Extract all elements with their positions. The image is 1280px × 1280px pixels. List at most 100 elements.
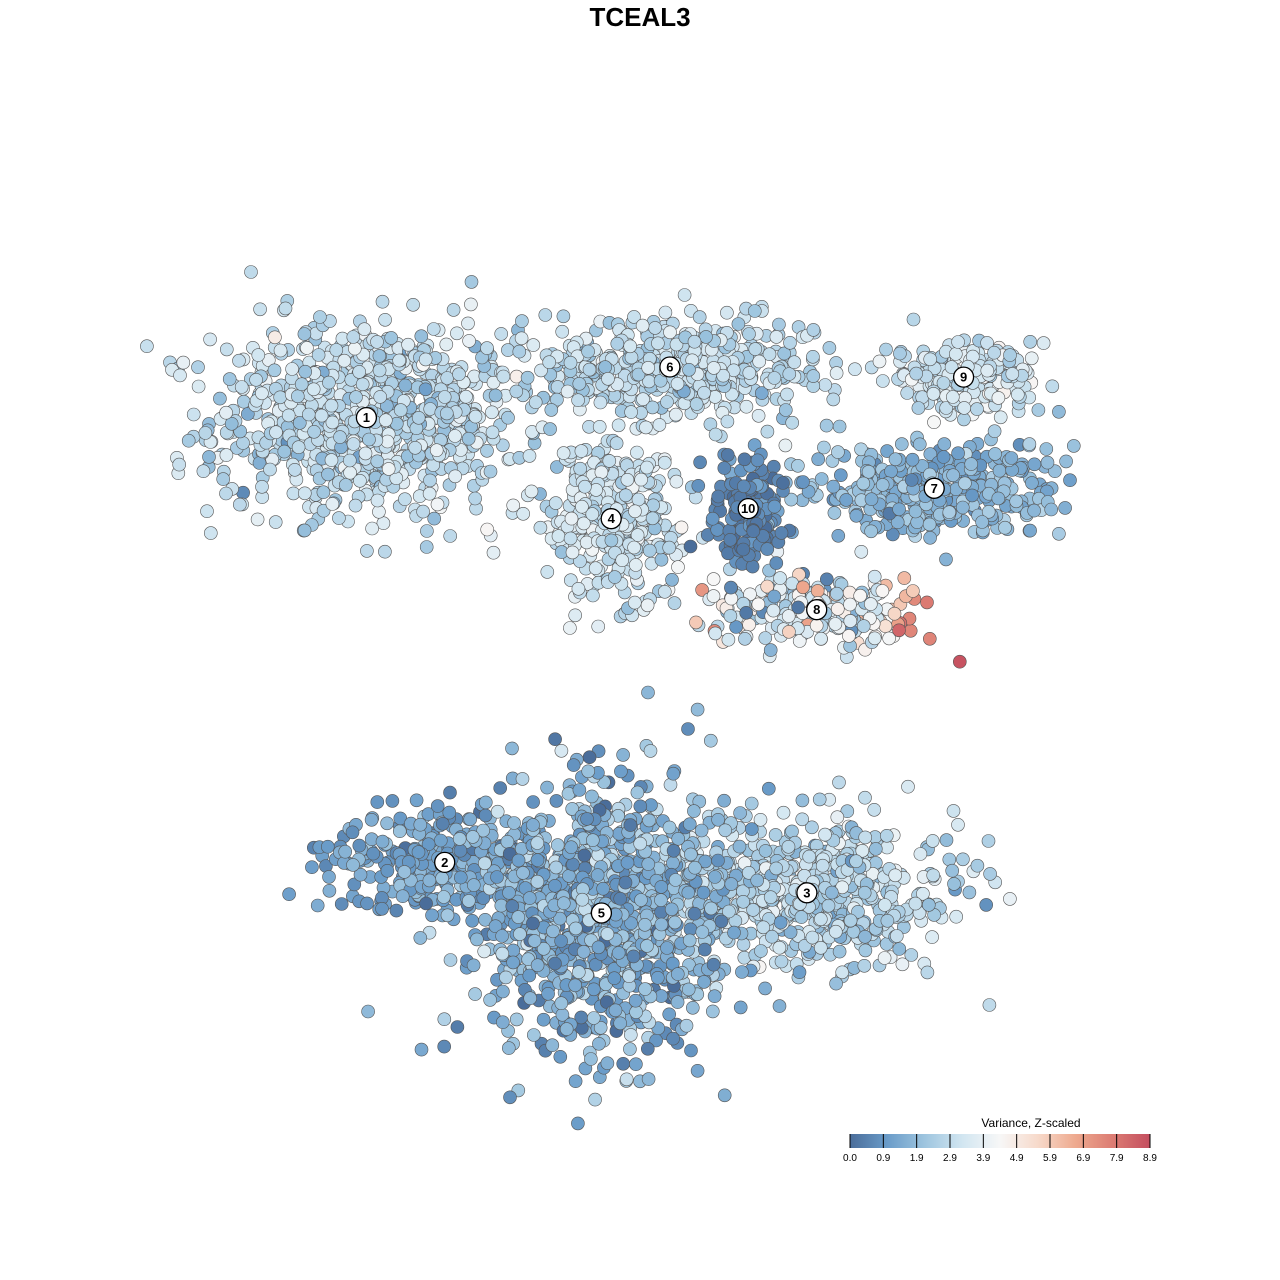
cell-point (639, 420, 653, 435)
cell-point (664, 902, 679, 917)
cell-point (687, 804, 701, 818)
cell-point (544, 403, 559, 417)
cell-point (620, 472, 635, 487)
cell-point (781, 839, 796, 854)
cell-point (744, 822, 759, 836)
cell-point (773, 915, 788, 930)
cell-point (234, 380, 249, 394)
cell-point (965, 488, 979, 503)
cell-point (623, 818, 638, 832)
cell-point (829, 586, 844, 601)
cell-point (563, 573, 578, 588)
cell-point (854, 544, 869, 559)
cell-point (370, 795, 385, 809)
cell-point (509, 384, 524, 399)
cell-point (697, 975, 711, 989)
cell-point (553, 1050, 568, 1064)
cell-point (640, 460, 654, 475)
cell-point (662, 820, 677, 835)
cell-point (586, 1011, 601, 1025)
cell-point (695, 925, 710, 939)
cell-point (541, 986, 555, 1001)
cell-point (572, 783, 587, 797)
cell-point (273, 343, 288, 358)
cell-point (564, 511, 579, 526)
cell-point (769, 330, 784, 344)
cell-point (477, 944, 492, 959)
cell-point (591, 940, 606, 955)
cell-point (830, 810, 845, 825)
cell-point (704, 901, 718, 916)
cell-point (761, 781, 776, 796)
cell-point (727, 925, 741, 940)
cell-point (926, 386, 941, 401)
legend-tick-label: 2.9 (943, 1153, 957, 1164)
cell-point (628, 558, 643, 572)
cell-point (813, 912, 828, 926)
cell-point (840, 804, 855, 819)
cell-point (921, 898, 936, 912)
cell-point (422, 486, 437, 501)
cell-point (631, 492, 646, 507)
cell-point (526, 916, 540, 931)
cell-point (281, 408, 296, 423)
cell-point (573, 554, 587, 569)
cell-point (618, 488, 633, 503)
cell-point (668, 915, 682, 930)
cell-point (418, 352, 433, 367)
cell-point (831, 445, 845, 459)
cell-point (322, 870, 336, 884)
cell-point (563, 621, 577, 635)
cell-point (468, 491, 482, 506)
cluster-label-text: 4 (608, 511, 616, 526)
cell-point (857, 958, 872, 973)
cell-point (433, 833, 448, 848)
cell-point (654, 552, 669, 567)
cell-point (736, 542, 751, 557)
cell-point (429, 443, 444, 458)
cell-point (542, 355, 557, 370)
cell-point (776, 805, 791, 820)
cell-point (592, 419, 607, 434)
cell-point (714, 914, 729, 929)
cell-point (202, 450, 216, 464)
cell-point (708, 870, 722, 884)
cell-point (287, 462, 302, 477)
cell-point (224, 416, 239, 431)
cell-point (321, 467, 335, 482)
cell-point (624, 405, 638, 419)
cell-point (1039, 442, 1054, 456)
cell-point (706, 572, 721, 586)
cell-point (769, 861, 784, 876)
cell-point (413, 817, 428, 832)
cell-point (496, 369, 511, 384)
cell-point (863, 597, 878, 611)
cell-point (398, 492, 412, 507)
cell-point (615, 553, 630, 568)
cell-point (232, 353, 246, 368)
cell-point (666, 766, 681, 781)
cell-point (545, 1038, 560, 1052)
cell-point (623, 339, 638, 354)
cell-point (925, 834, 940, 848)
cell-point (831, 528, 846, 543)
cell-point (563, 355, 578, 370)
cell-point (856, 476, 871, 491)
cell-point (590, 868, 605, 882)
cell-point (756, 920, 771, 935)
cell-point (501, 410, 515, 425)
cell-point (949, 909, 964, 924)
cell-point (721, 632, 736, 647)
cell-point (1044, 502, 1058, 517)
cell-point (825, 885, 839, 900)
cell-point (512, 344, 527, 359)
cell-point (506, 955, 520, 970)
cell-point (448, 429, 462, 443)
cell-point (503, 1090, 517, 1105)
cell-point (426, 322, 441, 336)
cell-point (829, 976, 843, 991)
cell-point (733, 806, 747, 820)
cell-point (849, 854, 863, 869)
cell-point (682, 933, 697, 948)
cell-point (670, 995, 685, 1009)
